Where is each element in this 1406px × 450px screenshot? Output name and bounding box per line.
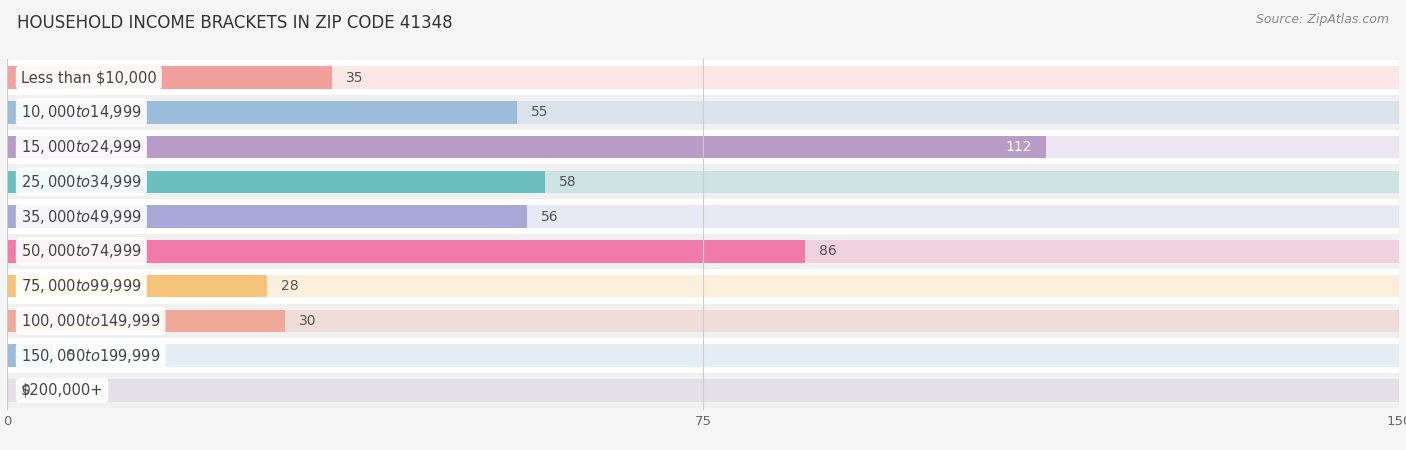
- Bar: [7, 171, 1399, 193]
- Text: $50,000 to $74,999: $50,000 to $74,999: [21, 243, 142, 261]
- Text: $200,000+: $200,000+: [21, 383, 103, 398]
- Bar: [7, 379, 1399, 402]
- Bar: [7, 275, 1399, 297]
- Bar: [7, 205, 1399, 228]
- Bar: [7, 338, 1399, 373]
- Text: $75,000 to $99,999: $75,000 to $99,999: [21, 277, 142, 295]
- Bar: [7, 240, 806, 263]
- Bar: [7, 95, 1399, 130]
- Bar: [7, 101, 1399, 124]
- Bar: [7, 344, 1399, 367]
- Bar: [7, 199, 1399, 234]
- Bar: [7, 373, 1399, 408]
- Bar: [7, 275, 267, 297]
- Text: 56: 56: [540, 210, 558, 224]
- Text: Less than $10,000: Less than $10,000: [21, 70, 156, 85]
- Bar: [7, 66, 332, 89]
- Bar: [7, 205, 527, 228]
- Bar: [7, 136, 1046, 158]
- Text: $35,000 to $49,999: $35,000 to $49,999: [21, 207, 142, 225]
- Text: 112: 112: [1005, 140, 1032, 154]
- Bar: [7, 344, 53, 367]
- Bar: [7, 60, 1399, 95]
- Text: $10,000 to $14,999: $10,000 to $14,999: [21, 104, 142, 122]
- Text: $25,000 to $34,999: $25,000 to $34,999: [21, 173, 142, 191]
- Text: 28: 28: [281, 279, 298, 293]
- Bar: [7, 310, 285, 332]
- Text: 86: 86: [818, 244, 837, 258]
- Bar: [7, 101, 517, 124]
- Text: 0: 0: [21, 383, 30, 397]
- Bar: [7, 240, 1399, 263]
- Bar: [7, 269, 1399, 303]
- Text: $15,000 to $24,999: $15,000 to $24,999: [21, 138, 142, 156]
- Bar: [7, 310, 1399, 332]
- Text: 5: 5: [67, 349, 76, 363]
- Bar: [7, 303, 1399, 338]
- Text: 30: 30: [299, 314, 316, 328]
- Bar: [7, 234, 1399, 269]
- Bar: [7, 136, 1399, 158]
- Text: Source: ZipAtlas.com: Source: ZipAtlas.com: [1256, 14, 1389, 27]
- Text: HOUSEHOLD INCOME BRACKETS IN ZIP CODE 41348: HOUSEHOLD INCOME BRACKETS IN ZIP CODE 41…: [17, 14, 453, 32]
- Bar: [7, 165, 1399, 199]
- Text: 55: 55: [531, 105, 548, 119]
- Bar: [7, 66, 1399, 89]
- Text: 35: 35: [346, 71, 363, 85]
- Bar: [7, 130, 1399, 165]
- Text: $150,000 to $199,999: $150,000 to $199,999: [21, 346, 160, 364]
- Text: 58: 58: [560, 175, 576, 189]
- Bar: [7, 171, 546, 193]
- Text: $100,000 to $149,999: $100,000 to $149,999: [21, 312, 160, 330]
